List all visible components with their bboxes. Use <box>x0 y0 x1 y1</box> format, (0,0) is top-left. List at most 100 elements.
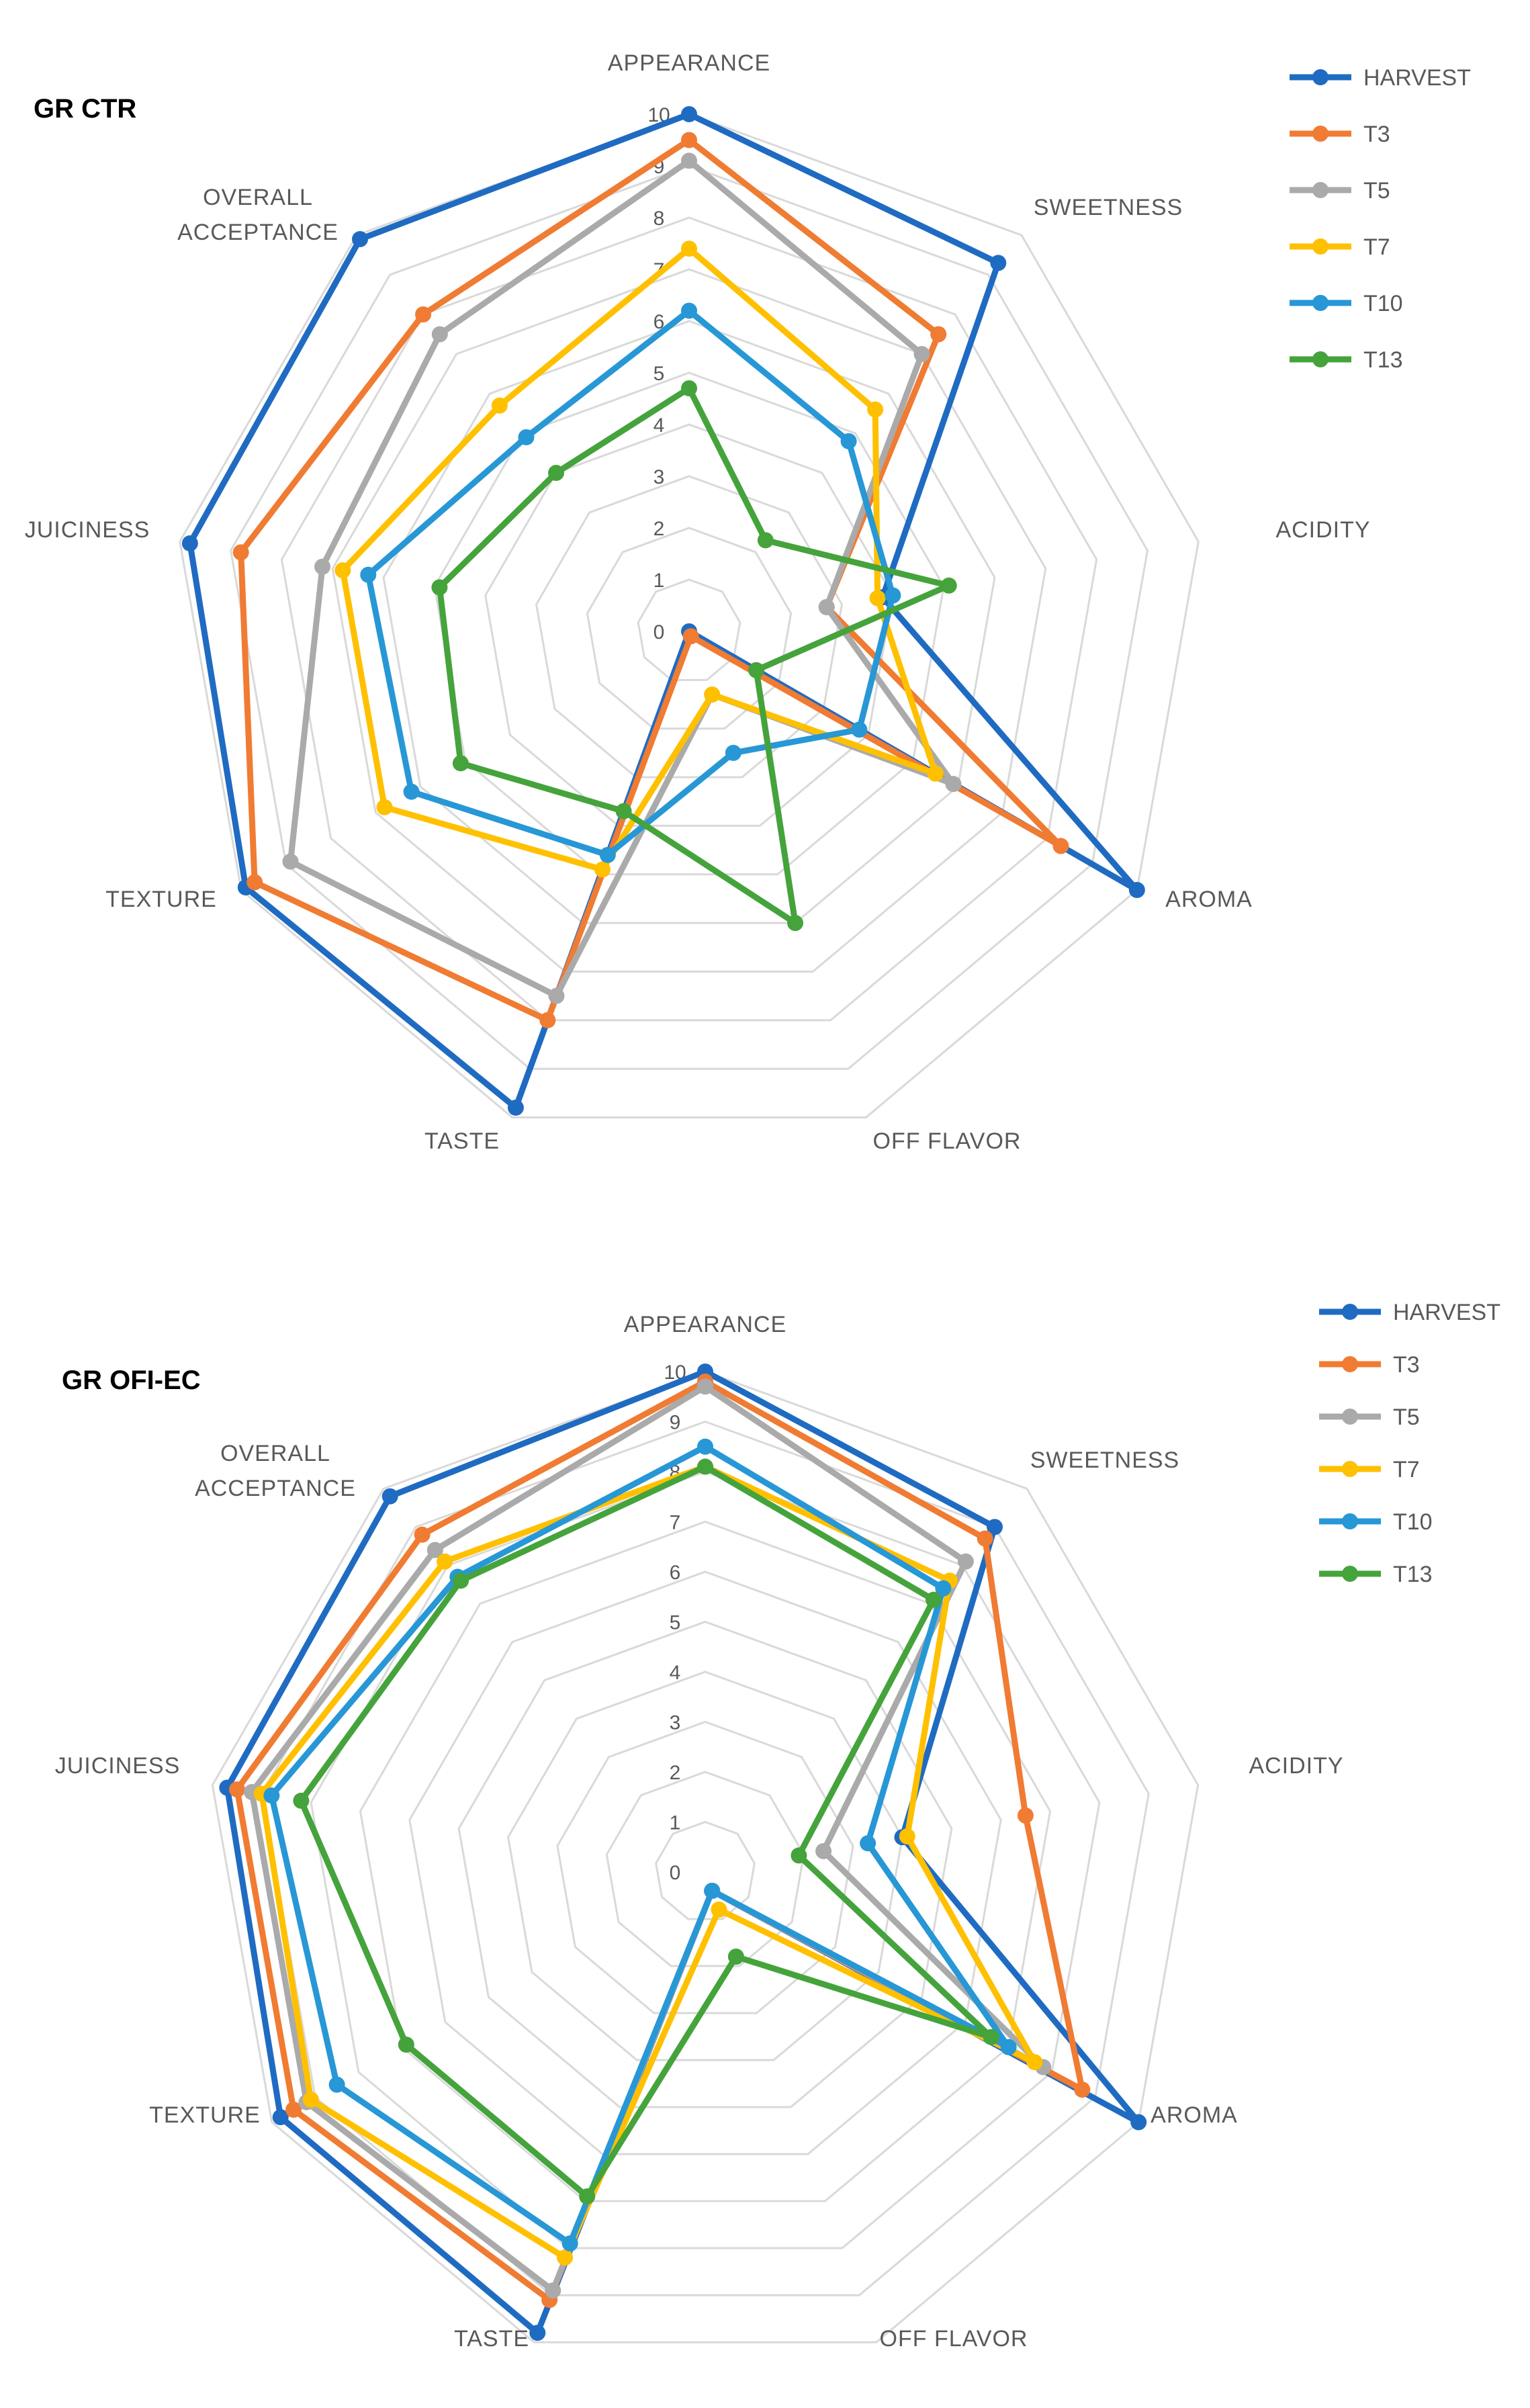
data-point-t13-appearance <box>681 380 697 397</box>
data-point-t10-texture <box>403 783 420 800</box>
grid-ring <box>211 1370 1200 2344</box>
data-point-t7-off-flavor <box>704 686 721 703</box>
axis-label-texture: TEXTURE <box>149 2102 261 2128</box>
grid-ring <box>331 268 1047 973</box>
data-point-t3-aroma <box>1052 838 1069 854</box>
data-point-t5-appearance <box>681 152 697 169</box>
data-point-t7-texture <box>376 799 393 815</box>
data-point-harvest-taste <box>507 1100 524 1116</box>
data-point-t10-sweetness <box>840 433 857 449</box>
tick-label: 2 <box>654 518 665 540</box>
radar-chart-gr-ofi-ec: GR OFI-EC APPEARANCE SWEETNESS ACIDITY AROMA… <box>55 1300 1500 2352</box>
series-line-t7 <box>339 245 939 873</box>
tick-label: 3 <box>670 1712 681 1734</box>
legend-label: T13 <box>1363 347 1403 373</box>
axis-label-juiciness: JUICINESS <box>25 517 150 543</box>
data-point-harvest-aroma <box>1128 882 1145 898</box>
legend-label: T7 <box>1393 1457 1420 1482</box>
legend-item-t10: T10 <box>1290 291 1403 316</box>
data-point-t3-aroma <box>1074 2082 1091 2098</box>
data-point-t10-texture <box>328 2076 345 2093</box>
data-point-t3-texture <box>285 2101 302 2118</box>
legend-marker <box>1342 1409 1358 1425</box>
radar-chart-gr-ctr: GR CTR APPEARANCE SWEETNESS ACIDITY AROMA OFF… <box>25 50 1471 1154</box>
data-point-t3-sweetness <box>977 1530 993 1547</box>
data-point-t5-texture <box>282 853 299 870</box>
legend-label: T10 <box>1363 291 1403 316</box>
tick-label: 7 <box>670 1512 681 1534</box>
axis-label-sweetness: SWEETNESS <box>1034 195 1183 220</box>
legend-item-harvest: HARVEST <box>1319 1300 1500 1325</box>
tick-label: 2 <box>670 1762 681 1784</box>
data-point-t13-overall-acceptance <box>548 465 565 482</box>
data-point-t10-appearance <box>681 302 697 319</box>
legend-item-t13: T13 <box>1290 347 1403 373</box>
series-line-t10 <box>365 308 896 858</box>
data-point-harvest-taste <box>529 2325 546 2342</box>
data-point-t3-sweetness <box>930 326 947 343</box>
data-point-t13-taste <box>579 2188 596 2205</box>
grid-ring <box>310 1470 1101 2249</box>
axis-label-off-flavor: OFF FLAVOR <box>880 2326 1028 2352</box>
grid-ring <box>179 113 1200 1119</box>
data-point-t3-overall-acceptance <box>414 1526 431 1543</box>
legend-label: HARVEST <box>1363 65 1471 91</box>
tick-label: 4 <box>670 1662 681 1684</box>
data-point-t7-acidity <box>899 1828 915 1844</box>
legend-label: T3 <box>1393 1352 1420 1378</box>
data-point-t13-off-flavor <box>727 1949 744 1965</box>
series-line-t13 <box>436 385 952 926</box>
data-point-t3-taste <box>539 1012 556 1028</box>
data-point-t10-juiciness <box>360 566 377 583</box>
data-point-t13-taste <box>615 803 632 819</box>
tick-label: 5 <box>670 1612 681 1634</box>
legend-marker <box>1312 182 1329 198</box>
data-point-t10-overall-acceptance <box>518 429 535 445</box>
data-point-t5-acidity <box>815 1842 832 1859</box>
series-t13 <box>293 1458 999 2205</box>
grid-ring <box>280 216 1098 1022</box>
series-t10 <box>360 302 901 863</box>
grid-ring <box>605 1771 805 1967</box>
data-point-t5-juiciness <box>314 558 331 575</box>
data-point-t13-juiciness <box>431 579 448 596</box>
axis-label-taste: TASTE <box>424 1128 500 1154</box>
data-point-harvest-juiciness <box>181 535 198 551</box>
tick-label: 1 <box>654 570 665 592</box>
tick-label: 0 <box>670 1862 681 1884</box>
axis-label-overall-acceptance: OVERALL ACCEPTANCE <box>195 1441 356 1501</box>
radar-grid <box>211 1370 1200 2344</box>
axis-label-acidity: ACIDITY <box>1249 1753 1343 1779</box>
legend-label: T5 <box>1363 178 1390 204</box>
legend-item-t13: T13 <box>1319 1562 1433 1587</box>
tick-label: 4 <box>654 414 665 437</box>
legend-label: T3 <box>1363 122 1390 147</box>
tick-label: 9 <box>670 1412 681 1434</box>
data-point-t13-sweetness <box>926 1591 942 1608</box>
data-point-harvest-overall-acceptance <box>381 1488 398 1505</box>
legend-marker <box>1342 1356 1358 1372</box>
series-t7 <box>334 240 944 878</box>
legend-item-t5: T5 <box>1319 1404 1420 1430</box>
data-point-t7-texture <box>302 2091 319 2108</box>
data-point-t10-acidity <box>885 587 901 604</box>
data-point-harvest-appearance <box>681 106 697 122</box>
series-line-t3 <box>234 1378 1085 2303</box>
data-point-t13-sweetness <box>757 532 774 549</box>
tick-label: 5 <box>654 363 665 385</box>
legend-item-t7: T7 <box>1290 234 1390 260</box>
data-point-t5-acidity <box>818 598 835 615</box>
data-point-t7-sweetness <box>867 401 884 418</box>
data-point-t10-juiciness <box>263 1787 280 1804</box>
legend-marker <box>1312 69 1329 85</box>
grid-ring <box>229 165 1149 1070</box>
series-line-t5 <box>287 157 956 999</box>
legend-marker <box>1342 1461 1358 1477</box>
legend-marker <box>1342 1566 1358 1582</box>
series-harvest <box>181 106 1145 1116</box>
axis-label-texture: TEXTURE <box>105 887 217 912</box>
data-point-harvest-sweetness <box>990 255 1007 271</box>
data-point-t5-aroma <box>945 776 962 793</box>
grid-ring <box>535 475 844 778</box>
